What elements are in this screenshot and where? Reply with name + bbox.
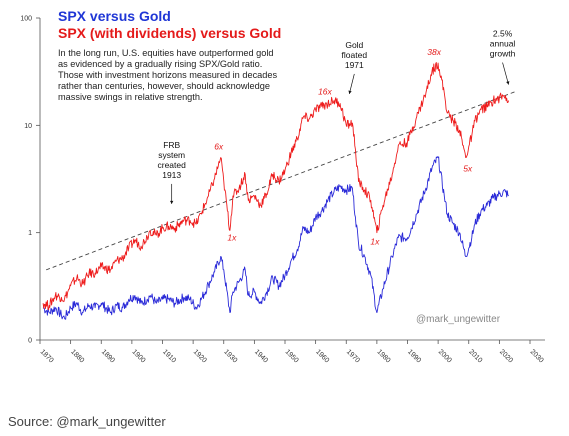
y-axis: 0 1 10 100 <box>20 16 41 345</box>
multiplier-label-5: 5x <box>463 164 473 174</box>
y-tick-label-1: 1 <box>28 230 32 237</box>
annotation-1-line-2: 1971 <box>345 60 364 70</box>
annotation-1-line-1: floated <box>342 50 368 60</box>
annotation-0-line-3: 1913 <box>162 170 181 180</box>
description-line-3: Those with investment horizons measured … <box>58 70 277 80</box>
annotation-arrowhead-2 <box>506 81 510 85</box>
multiplier-layer: 6x 1x 16x 1x 38x 5x <box>214 47 473 247</box>
annotation-0-line-2: created <box>158 160 187 170</box>
annotation-arrowhead-0 <box>170 200 174 204</box>
chart-title: SPX versus Gold <box>58 8 171 24</box>
source-caption: Source: @mark_ungewitter <box>8 414 166 429</box>
annotation-2-line-2: growth <box>490 49 516 59</box>
multiplier-label-4: 38x <box>427 47 441 57</box>
multiplier-label-2: 16x <box>318 87 332 97</box>
annotation-arrow-2 <box>502 62 509 85</box>
annotation-arrowhead-1 <box>348 90 352 94</box>
annotation-1-line-0: Gold <box>345 40 363 50</box>
chart-subtitle: SPX (with dividends) versus Gold <box>58 25 281 41</box>
annotation-0-line-1: system <box>158 150 185 160</box>
multiplier-label-3: 1x <box>370 237 380 247</box>
series-line-spx <box>42 156 509 320</box>
series-line-spx-div <box>42 62 510 311</box>
chart-background <box>0 0 569 395</box>
multiplier-label-0: 6x <box>214 142 224 152</box>
description-line-4: rather than centuries, however, should a… <box>58 81 270 91</box>
annotation-2-line-0: 2.5% <box>493 29 513 39</box>
annotation-2-line-1: annual <box>490 39 516 49</box>
multiplier-label-1: 1x <box>227 232 237 242</box>
y-tick-label-0: 0 <box>28 338 32 345</box>
series-layer <box>42 62 510 320</box>
annotation-0-line-0: FRB <box>163 140 180 150</box>
annotation-arrow-1 <box>348 73 355 95</box>
y-tick-label-2: 10 <box>24 123 32 130</box>
description-line-1: In the long run, U.S. equities have outp… <box>58 48 274 58</box>
watermark: @mark_ungewitter <box>416 314 501 325</box>
description-line-5: massive swings in relative strength. <box>58 92 203 102</box>
y-tick-label-3: 100 <box>20 16 32 23</box>
description-line-2: as evidenced by a gradually rising SPX/G… <box>58 59 262 69</box>
